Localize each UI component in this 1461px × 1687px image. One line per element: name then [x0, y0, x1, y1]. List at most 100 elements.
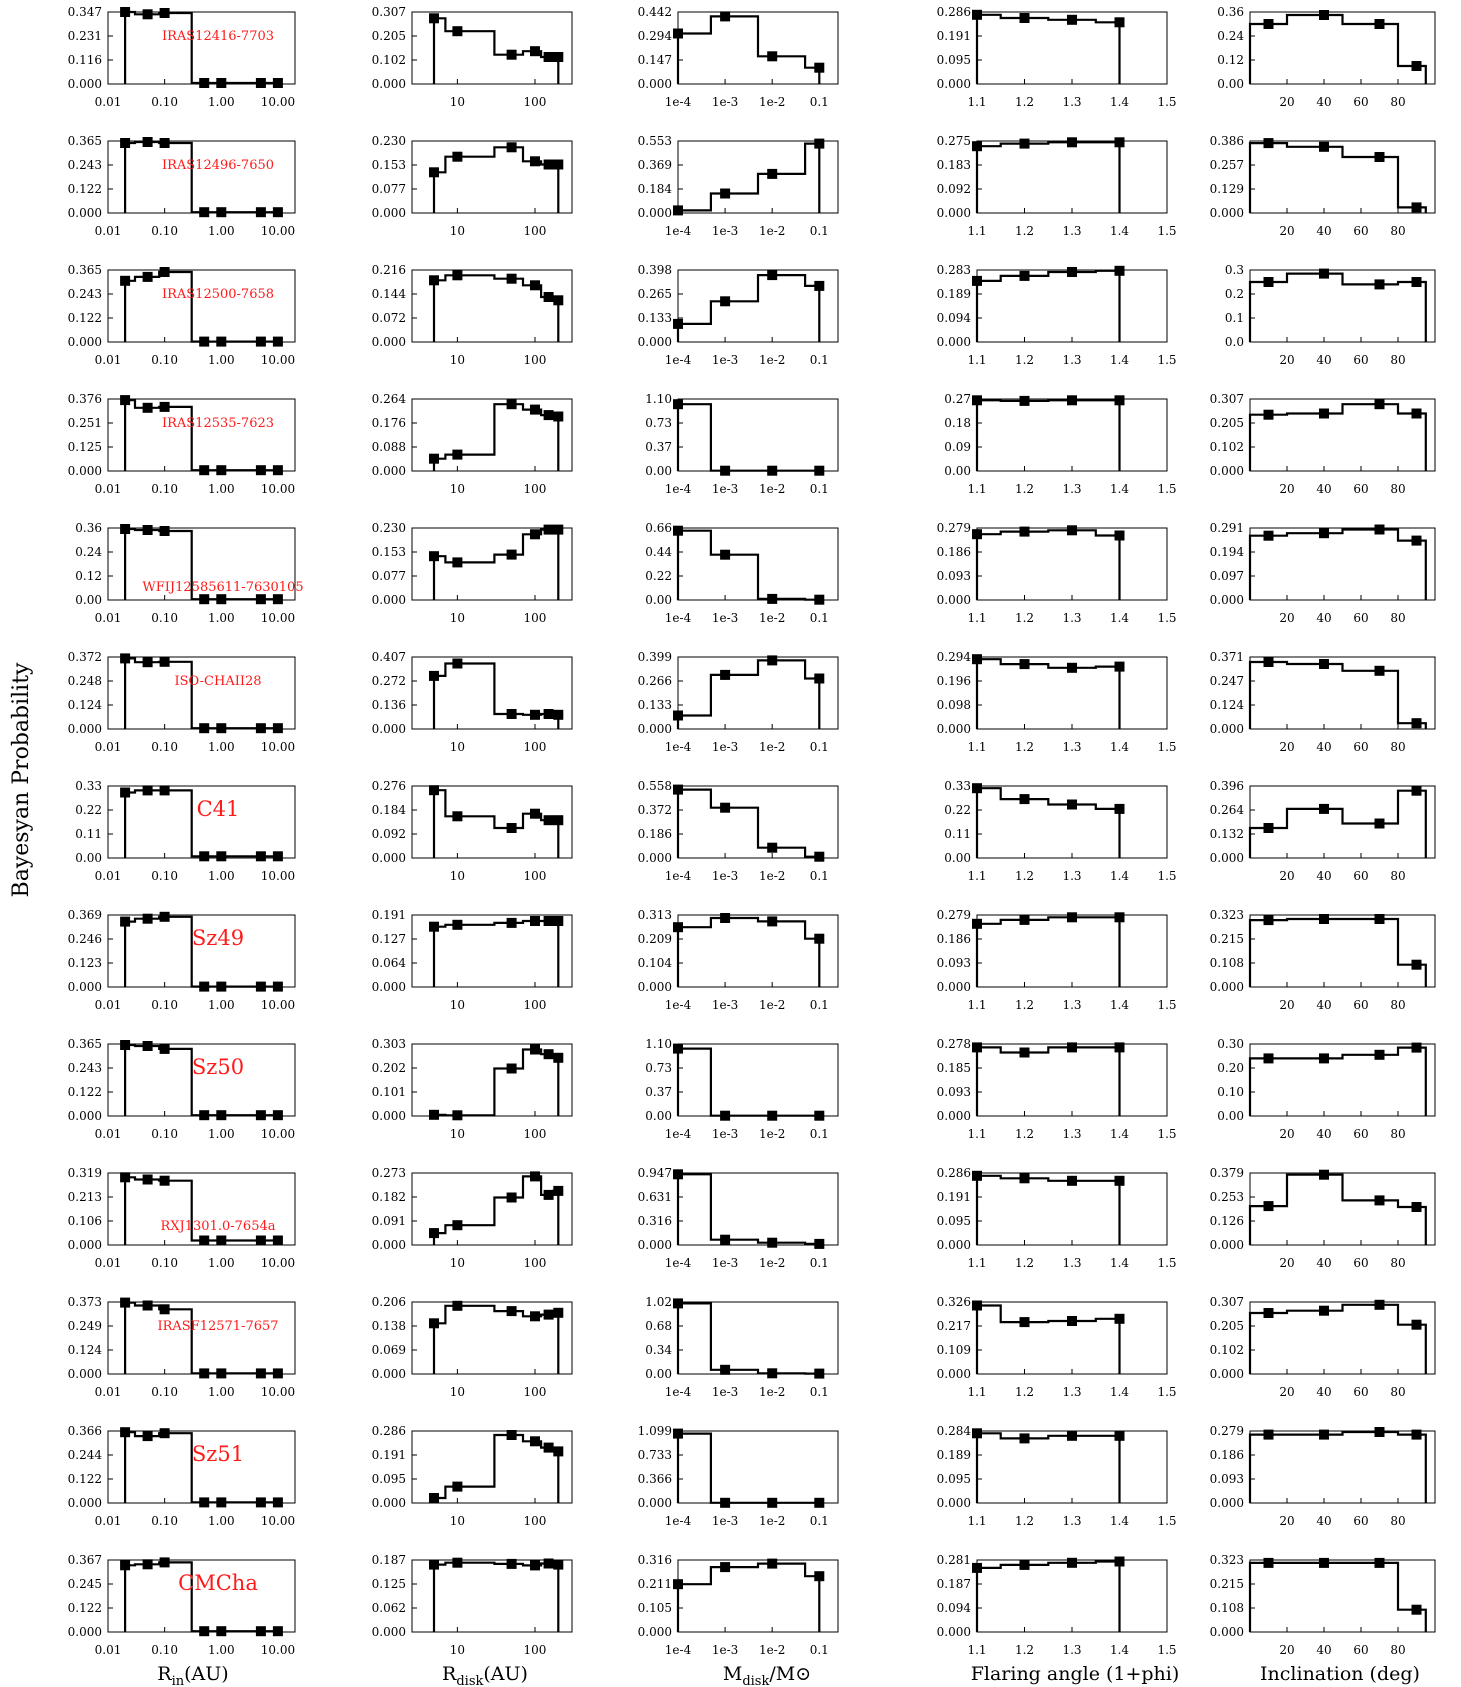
data-point	[972, 275, 982, 286]
y-tick-label: 0.12	[1217, 53, 1244, 67]
x-tick-label: 1.00	[208, 482, 235, 496]
plot-frame	[976, 1043, 1168, 1117]
y-tick-label: 1.02	[645, 1295, 672, 1309]
data-point	[1067, 1042, 1077, 1053]
data-point	[142, 913, 153, 924]
y-tick-label: 0.372	[638, 803, 672, 817]
data-point	[530, 1044, 540, 1055]
x-tick-label: 1e-3	[712, 611, 738, 625]
plot-frame	[411, 656, 573, 730]
x-tick-label: 60	[1353, 95, 1368, 109]
object-label: Sz51	[192, 1442, 244, 1466]
y-tick-label: 0.000	[1210, 1496, 1244, 1510]
x-tick-label: 60	[1353, 869, 1368, 883]
step-histogram-line	[975, 1432, 1121, 1503]
step-histogram-line	[1248, 1303, 1427, 1374]
object-label: Sz50	[192, 1055, 244, 1079]
x-tick-label: 1e-4	[665, 482, 692, 496]
x-tick-label: 10	[450, 998, 465, 1012]
y-tick-label: 0.000	[372, 77, 406, 91]
data-point	[673, 28, 683, 39]
panel-4-rin: 0.36 0.24 0.12 0.00 0.01 0.10 1.00 10.00	[75, 521, 296, 625]
step-histogram-line	[676, 274, 821, 342]
x-tick-label: 10	[450, 740, 465, 754]
x-tick-label: 100	[524, 998, 547, 1012]
panel-10-inclination: 0.307 0.205 0.102 0.000 20 40 60 80	[1210, 1295, 1436, 1399]
data-point	[159, 8, 170, 18]
plot-frame	[107, 656, 296, 730]
panel-2-rdisk: 0.216 0.144 0.072 0.000 10 100	[372, 263, 573, 367]
col-label-rdisk: Rdisk(AU)	[442, 1663, 528, 1687]
data-point	[506, 142, 517, 153]
x-tick-label: 1.5	[1157, 1256, 1176, 1270]
x-tick-label: 40	[1316, 353, 1331, 367]
data-point	[1114, 1430, 1125, 1441]
panel-0-rin: 0.347 0.231 0.116 0.000 0.01 0.10 1.00 10.00	[68, 5, 296, 109]
panel-3-rin: 0.376 0.251 0.125 0.000 0.01 0.10 1.00 10.00	[68, 392, 296, 496]
y-tick-label: 0.133	[638, 311, 672, 325]
y-tick-label: 0.246	[68, 932, 102, 946]
y-tick-label: 0.553	[638, 134, 672, 148]
x-tick-label: 10	[450, 482, 465, 496]
x-tick-label: 0.10	[151, 611, 178, 625]
y-tick-label: 0.000	[68, 1109, 102, 1123]
step-histogram-line	[676, 15, 821, 84]
x-tick-label: 80	[1390, 482, 1405, 496]
x-tick-label: 10	[450, 869, 465, 883]
y-tick-label: 0.00	[944, 851, 971, 865]
panel-5-mdisk: 0.399 0.266 0.133 0.000 1e-4 1e-3 1e-2 0.1	[638, 650, 839, 754]
data-point	[452, 1220, 463, 1231]
x-tick-label: 40	[1316, 224, 1331, 238]
plot-frame	[976, 1430, 1168, 1504]
y-tick-label: 0.000	[937, 593, 971, 607]
data-point	[255, 78, 266, 88]
y-tick-label: 0.264	[372, 392, 407, 406]
x-tick-label: 10.00	[261, 95, 295, 109]
y-tick-label: 0.093	[937, 956, 971, 970]
panel-9-rin: 0.319 0.213 0.106 0.000 0.01 0.10 1.00 10.00	[68, 1166, 296, 1270]
data-point	[142, 785, 153, 796]
data-point	[1067, 1430, 1077, 1441]
data-point	[1319, 1429, 1329, 1440]
x-tick-label: 0.01	[95, 1514, 122, 1528]
x-tick-label: 1.2	[1015, 1643, 1034, 1657]
y-tick-label: 0.000	[1210, 722, 1244, 736]
plot-frame	[677, 1559, 839, 1633]
x-tick-label: 0.1	[810, 998, 829, 1012]
x-tick-label: 80	[1390, 95, 1405, 109]
data-point	[543, 1442, 554, 1453]
data-point	[530, 529, 540, 540]
step-histogram-line	[975, 1174, 1121, 1245]
data-point	[159, 656, 170, 667]
data-point	[553, 52, 564, 62]
x-tick-label: 1.2	[1015, 869, 1034, 883]
data-point	[720, 1110, 731, 1121]
x-tick-label: 1.00	[208, 611, 235, 625]
y-tick-label: 0.303	[372, 1037, 406, 1051]
data-point	[1114, 912, 1125, 923]
y-tick-label: 0.272	[372, 674, 406, 688]
data-point	[1067, 1316, 1077, 1326]
x-tick-label: 1.3	[1062, 1643, 1081, 1657]
data-point	[720, 465, 731, 476]
y-tick-label: 0.153	[372, 158, 406, 172]
data-point	[530, 808, 540, 819]
x-tick-label: 60	[1353, 224, 1368, 238]
data-point	[553, 1052, 564, 1063]
data-point	[216, 723, 227, 734]
y-tick-label: 0.000	[68, 335, 102, 349]
y-tick-label: 0.281	[937, 1553, 971, 1567]
data-point	[1114, 17, 1125, 28]
y-tick-label: 0.069	[372, 1343, 406, 1357]
x-tick-label: 1e-2	[759, 869, 785, 883]
data-point	[1411, 785, 1422, 796]
y-tick-label: 0.122	[68, 1085, 102, 1099]
y-tick-label: 0.000	[68, 464, 102, 478]
data-point	[429, 551, 439, 562]
x-tick-label: 60	[1353, 353, 1368, 367]
x-tick-label: 20	[1279, 482, 1294, 496]
data-point	[120, 395, 131, 406]
y-tick-label: 0.372	[68, 650, 102, 664]
data-point	[673, 399, 683, 410]
x-tick-label: 1e-4	[665, 1127, 692, 1141]
